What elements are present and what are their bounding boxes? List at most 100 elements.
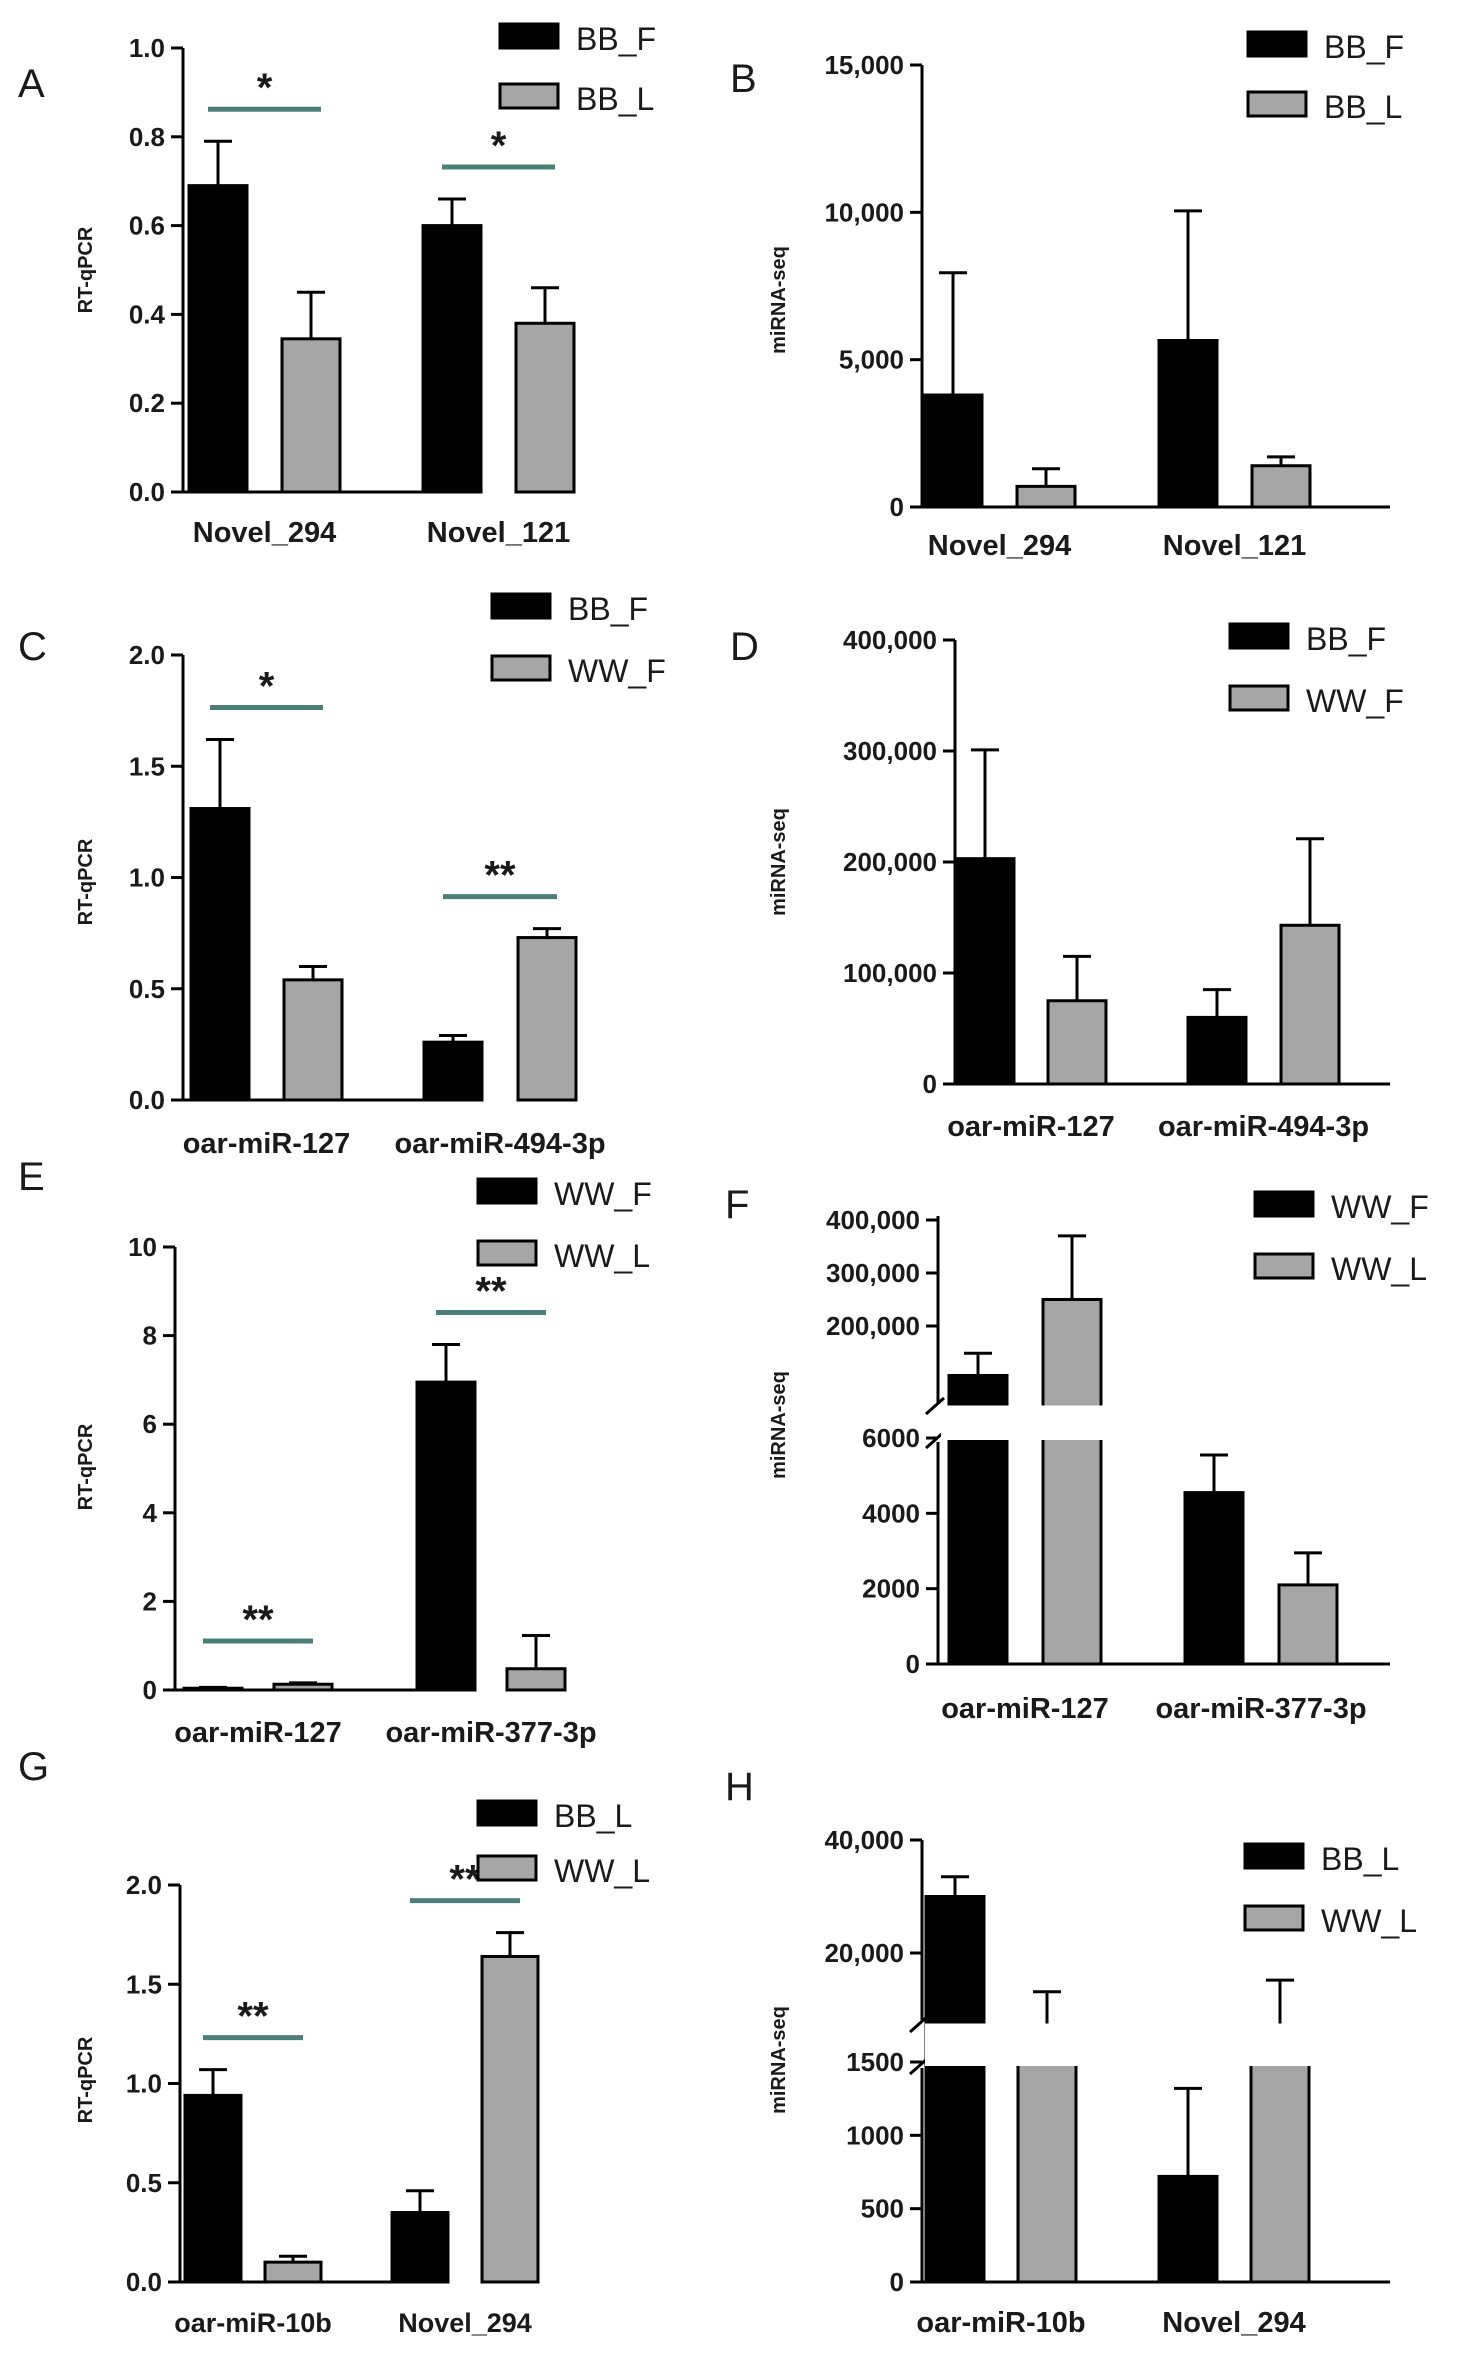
legend-swatch (1253, 1190, 1315, 1218)
legend-swatch (498, 82, 560, 110)
bar-bb-l-0 (280, 337, 342, 494)
y-tick-label: 0.5 (126, 2168, 162, 2198)
y-tick-label: 20,000 (824, 1938, 904, 1968)
legend-swatch (476, 1177, 538, 1205)
legend-label: WW_L (554, 1853, 650, 1889)
y-tick-label: 0 (143, 1675, 157, 1705)
legend-label: WW_L (554, 1238, 650, 1274)
y-tick-label: 2.0 (126, 1870, 162, 1900)
legend-swatch (476, 1799, 538, 1827)
y-tick-label: 4 (143, 1498, 158, 1528)
chart-panel-e: E 0 2 4 6 8 10 RT-qPCR oar-miR-127 oar-miR-377-3p… (18, 1155, 652, 1749)
significance-marker: ** (242, 1598, 274, 1642)
legend-label: WW_F (568, 653, 666, 689)
chart-panel-d: D 0 100,000 200,000 300,000 400,000 miRNA-seq o… (730, 621, 1404, 1143)
panel-letter: F (725, 1183, 749, 1227)
legend-label: BB_F (568, 591, 648, 627)
legend-label: WW_F (1306, 683, 1404, 719)
y-tick-label: 1.5 (129, 751, 165, 781)
bar-ww-l-0 (263, 2260, 323, 2284)
y-axis-title: miRNA-seq (768, 246, 790, 354)
panel-letter: G (18, 1745, 49, 1789)
legend-label: BB_F (1306, 621, 1386, 657)
y-tick-label: 5,000 (839, 345, 904, 375)
y-tick-label: 200,000 (826, 1311, 920, 1341)
y-tick-label: 400,000 (843, 625, 937, 655)
legend-label: WW_L (1321, 1903, 1417, 1939)
y-tick-label: 0 (923, 1069, 937, 1099)
legend-label: BB_F (1324, 29, 1404, 65)
bar-ww-l-0 (1016, 2029, 1078, 2284)
category-label: oar-miR-10b (916, 2307, 1085, 2339)
chart-panel-c: C 0.0 0.5 1.0 1.5 2.0 RT-qPCR oar-miR-127 oar-mi… (18, 591, 666, 1160)
y-tick-label: 2 (143, 1586, 157, 1616)
category-label: oar-miR-127 (174, 1717, 342, 1749)
y-tick-label: 4000 (862, 1498, 920, 1528)
significance-marker: * (259, 665, 275, 709)
y-tick-label: 10 (128, 1232, 157, 1262)
y-tick-label: 2.0 (129, 640, 165, 670)
bar-ww-f-1 (516, 936, 578, 1102)
bar-ww-l-0 (1041, 1298, 1103, 1666)
y-tick-label: 1.5 (126, 1969, 162, 1999)
chart-panel-a: A 0.0 0.2 0.4 0.6 0.8 1.0 RT-qPCR Novel_294 Novel… (18, 21, 656, 549)
bar-ww-f-1 (415, 1380, 477, 1692)
category-label: Novel_294 (193, 517, 337, 549)
axis-break-gap (941, 1406, 1393, 1440)
chart-panel-h: H 0 500 1000 1500 20,000 40,000 miRNA-seq oar-mi… (725, 1765, 1417, 2339)
legend-swatch (498, 22, 560, 50)
legend-swatch (1228, 684, 1290, 712)
category-label: Novel_294 (398, 2308, 532, 2338)
chart-panel-f: F 0 2000 4000 6000 200,000 300,000 400,000 miRNA… (725, 1183, 1429, 1725)
bar-bb-l-1 (390, 2211, 450, 2284)
y-axis-title: miRNA-seq (768, 1371, 790, 1479)
bar-bb-f-1 (1157, 339, 1219, 509)
bar-bb-f-1 (1186, 1015, 1248, 1086)
legend-swatch (1253, 1252, 1315, 1280)
y-tick-label: 0.0 (126, 2267, 162, 2297)
y-tick-label: 0.6 (129, 211, 165, 241)
legend-swatch (1243, 1842, 1305, 1870)
y-axis-title: miRNA-seq (768, 2006, 790, 2114)
legend-swatch (1228, 622, 1290, 650)
significance-marker: ** (237, 1995, 269, 2039)
bar-ww-f-0 (1046, 999, 1108, 1086)
bar-bb-l-1 (1250, 464, 1312, 509)
axis-break-mark (925, 1396, 945, 1416)
legend-swatch (1246, 90, 1308, 118)
bar-bb-f-0 (954, 857, 1016, 1086)
y-tick-label: 100,000 (843, 958, 937, 988)
y-tick-label: 1000 (846, 2120, 904, 2150)
y-tick-label: 0 (906, 1649, 920, 1679)
bar-bb-l-0 (1015, 484, 1077, 509)
bar-bb-l-0 (924, 1895, 986, 2284)
panel-letter: E (18, 1155, 45, 1199)
category-label: oar-miR-127 (941, 1693, 1109, 1725)
category-label: oar-miR-127 (947, 1111, 1115, 1143)
category-label: Novel_121 (427, 517, 571, 549)
y-tick-label: 300,000 (843, 736, 937, 766)
bar-ww-l-1 (1249, 2048, 1311, 2284)
legend-swatch (490, 592, 552, 620)
y-tick-label: 40,000 (824, 1825, 904, 1855)
bar-ww-l-1 (480, 1954, 540, 2284)
y-axis-title: RT-qPCR (75, 2036, 97, 2123)
bar-ww-f-1 (1183, 1491, 1245, 1666)
legend-swatch (490, 654, 552, 682)
y-tick-label: 6000 (862, 1423, 920, 1453)
bar-bb-f-1 (421, 224, 483, 494)
category-label: oar-miR-377-3p (1155, 1693, 1366, 1725)
y-tick-label: 0 (890, 492, 904, 522)
chart-panel-b: B 0 5,000 10,000 15,000 miRNA-seq Novel_294 Nov… (730, 29, 1404, 562)
category-label: oar-miR-494-3p (1158, 1111, 1369, 1143)
category-label: oar-miR-377-3p (385, 1717, 596, 1749)
chart-panel-g: G 0.0 0.5 1.0 1.5 2.0 RT-qPCR oar-miR-10b Novel_… (18, 1745, 650, 2338)
category-label: oar-miR-10b (174, 2308, 332, 2338)
significance-marker: * (257, 66, 273, 110)
legend-swatch (1246, 30, 1308, 58)
panel-letter: B (730, 57, 757, 101)
y-tick-label: 300,000 (826, 1258, 920, 1288)
bar-ww-l-1 (1277, 1583, 1339, 1666)
bar-bb-f-0 (187, 184, 249, 494)
